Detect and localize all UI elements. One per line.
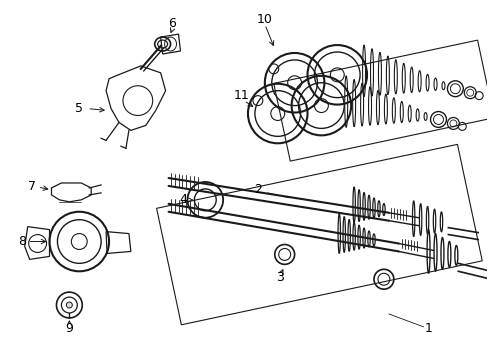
Ellipse shape <box>66 302 72 308</box>
Text: 7: 7 <box>28 180 36 193</box>
Polygon shape <box>161 34 180 54</box>
Text: 8: 8 <box>18 235 26 248</box>
Text: 3: 3 <box>275 271 283 284</box>
Text: 4: 4 <box>179 193 187 206</box>
Text: 10: 10 <box>256 13 272 26</box>
Text: 9: 9 <box>65 322 73 336</box>
Polygon shape <box>51 183 91 202</box>
Polygon shape <box>25 227 49 260</box>
Text: 11: 11 <box>234 89 249 102</box>
Text: 2: 2 <box>253 184 261 197</box>
Text: 1: 1 <box>424 322 431 336</box>
Polygon shape <box>106 231 131 253</box>
Text: 5: 5 <box>75 102 83 115</box>
Polygon shape <box>106 66 165 130</box>
Text: 6: 6 <box>168 17 176 30</box>
